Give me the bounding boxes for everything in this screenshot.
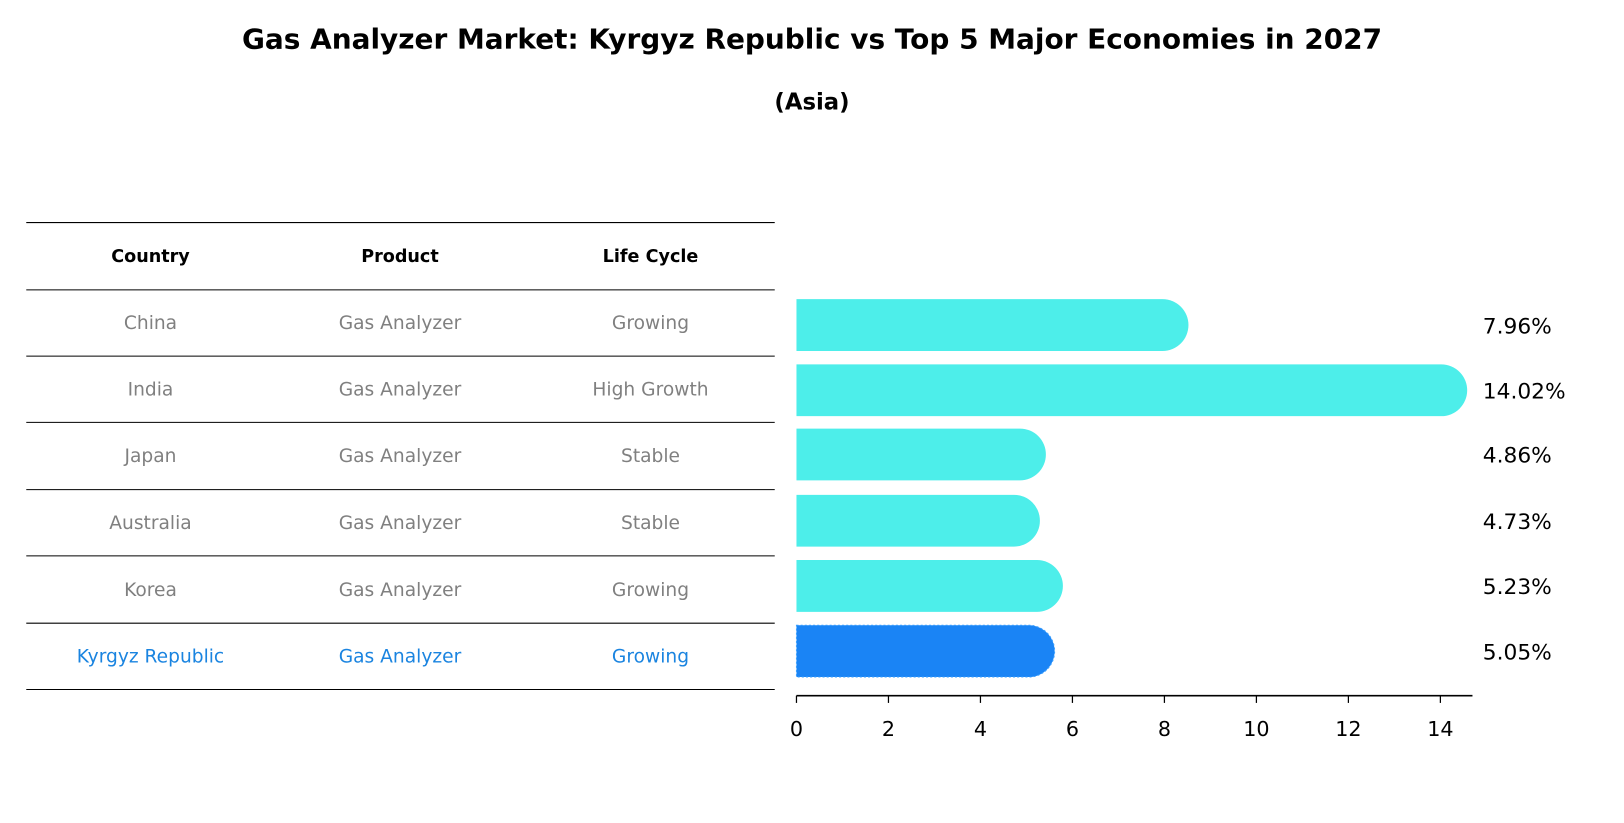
bar-japan — [796, 428, 1046, 481]
table-cell: Gas Analyzer — [339, 580, 462, 601]
table-cell: Gas Analyzer — [339, 446, 462, 467]
table-cell: Gas Analyzer — [339, 379, 462, 400]
table-cell: Gas Analyzer — [339, 513, 462, 534]
table-cell: India — [128, 379, 174, 400]
table-header: Country — [111, 247, 190, 267]
bar-india — [796, 364, 1468, 417]
bar-australia — [796, 494, 1040, 547]
table-cell: Kyrgyz Republic — [77, 647, 224, 668]
table-cell: Korea — [124, 580, 177, 601]
value-label: 14.02% — [1483, 380, 1566, 405]
value-label: 4.86% — [1483, 444, 1552, 469]
table-cell: High Growth — [592, 379, 708, 400]
x-tick-label: 8 — [1158, 717, 1171, 741]
table-cell: Gas Analyzer — [339, 647, 462, 668]
x-tick-label: 4 — [974, 717, 987, 741]
bar-kyrgyz-republic — [795, 624, 1056, 678]
table-header: Product — [361, 247, 439, 267]
table-cell: Japan — [124, 446, 177, 467]
x-tick-label: 2 — [882, 717, 895, 741]
value-label: 5.05% — [1483, 640, 1552, 665]
table-cell: Gas Analyzer — [339, 313, 462, 334]
bar-korea — [796, 560, 1063, 612]
table-header: Life Cycle — [603, 247, 699, 267]
table-cell: Growing — [612, 313, 689, 334]
table-cell: Growing — [612, 647, 689, 668]
chart-title: Gas Analyzer Market: Kyrgyz Republic vs … — [242, 23, 1382, 56]
bar-china — [796, 299, 1189, 351]
x-tick-label: 14 — [1427, 717, 1453, 741]
table-cell: Australia — [109, 513, 191, 534]
x-tick-label: 10 — [1243, 717, 1269, 741]
value-label: 4.73% — [1483, 510, 1552, 535]
table-cell: China — [124, 313, 177, 334]
x-tick-label: 0 — [790, 717, 803, 741]
table-cell: Stable — [621, 513, 680, 534]
x-tick-label: 12 — [1335, 717, 1361, 741]
chart-subtitle: (Asia) — [774, 90, 849, 116]
table-cell: Stable — [621, 446, 680, 467]
value-label: 7.96% — [1483, 314, 1552, 339]
data-table: Country Product Life Cycle China Gas Analyze… — [26, 222, 775, 690]
value-label: 5.23% — [1483, 575, 1552, 600]
bar-plot: 7.96% 14.02% 4.86% 4.73% 5.23% 5.05% 0 2 4 6 8 10 12… — [790, 299, 1566, 741]
x-tick-label: 6 — [1066, 717, 1079, 741]
table-cell: Growing — [612, 580, 689, 601]
